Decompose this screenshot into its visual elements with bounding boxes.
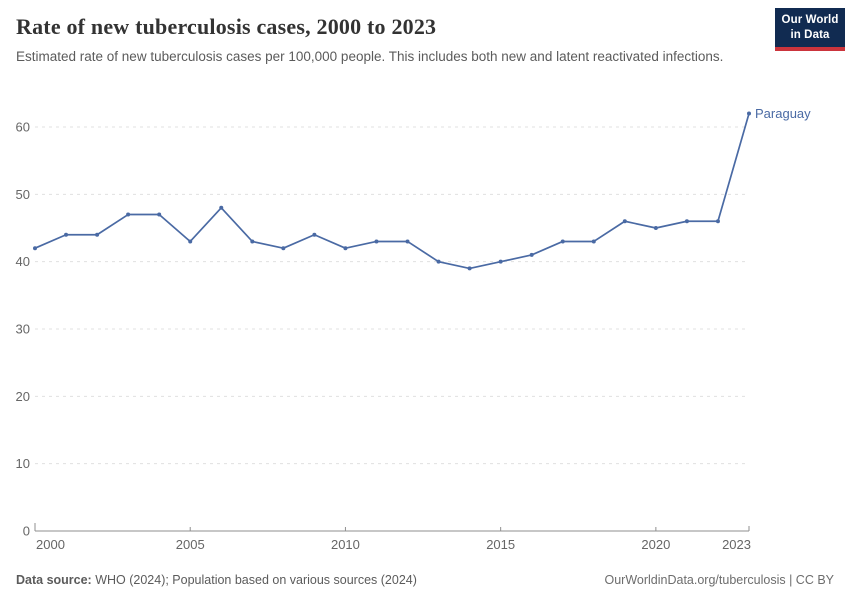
data-point[interactable] [95,232,100,237]
data-point[interactable] [405,239,410,244]
x-axis-tick-label: 2010 [331,537,360,552]
page-title: Rate of new tuberculosis cases, 2000 to … [16,14,437,39]
data-point[interactable] [281,246,286,251]
data-source-text: WHO (2024); Population based on various … [91,573,417,587]
data-point[interactable] [374,239,379,244]
y-axis-tick-label: 60 [16,120,30,135]
chart-subtitle: Estimated rate of new tuberculosis cases… [16,49,724,64]
y-axis-tick-label: 40 [16,254,30,269]
data-point[interactable] [653,226,658,230]
data-point[interactable] [498,259,503,264]
data-point[interactable] [64,232,69,237]
data-point[interactable] [684,219,689,224]
x-axis-tick-label: 2005 [176,537,205,552]
logo-text-line2: in Data [790,28,830,41]
data-point[interactable] [467,266,472,271]
data-point[interactable] [188,239,193,244]
series-line[interactable] [34,113,750,270]
data-point[interactable] [560,239,565,244]
data-point[interactable] [219,205,224,210]
data-point[interactable] [436,259,441,264]
data-point[interactable] [591,239,596,244]
chart-header: Rate of new tuberculosis cases, 2000 to … [16,14,755,67]
data-point[interactable] [529,252,534,257]
series-label[interactable]: Paraguay [755,106,811,121]
y-axis-tick-label: 0 [23,524,30,539]
y-axis-tick-label: 10 [16,456,30,471]
chart-footer: Data source: WHO (2024); Population base… [16,573,834,587]
data-point[interactable] [157,212,162,217]
data-point[interactable] [250,239,255,244]
x-axis-tick-label: 2020 [641,537,670,552]
data-point[interactable] [33,246,37,251]
data-point[interactable] [622,219,627,224]
x-axis-tick-label: 2023 [722,537,751,552]
data-point[interactable] [126,212,131,217]
data-point[interactable] [747,111,751,116]
logo-text-line1: Our World [781,14,839,27]
data-point[interactable] [312,232,317,237]
credit-link[interactable]: OurWorldinData.org/tuberculosis | CC BY [604,573,835,587]
x-axis-tick-label: 2015 [486,537,515,552]
y-axis-tick-label: 20 [16,389,30,404]
y-axis-tick-label: 30 [16,322,30,337]
data-point[interactable] [715,219,720,224]
owid-logo[interactable]: Our World in Data [775,8,845,51]
y-axis-tick-label: 50 [16,187,30,202]
data-source: Data source: WHO (2024); Population base… [16,573,417,587]
data-point[interactable] [343,246,348,251]
x-axis-tick-label: 2000 [36,537,65,552]
data-source-label: Data source: [16,573,92,587]
